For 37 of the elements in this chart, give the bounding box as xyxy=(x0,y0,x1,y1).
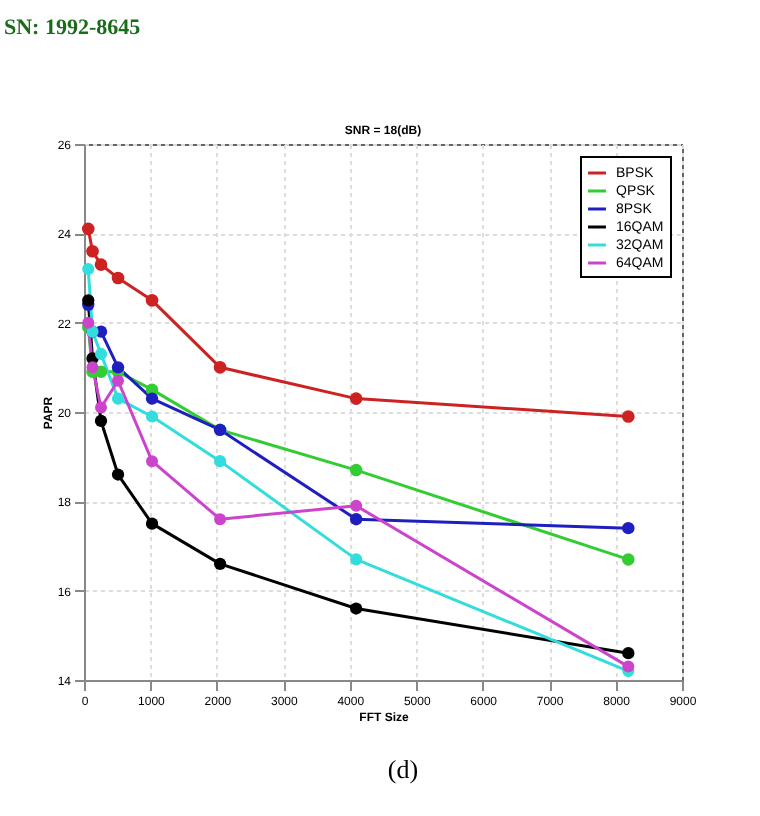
point xyxy=(94,414,108,428)
point xyxy=(94,347,108,360)
point xyxy=(350,602,363,615)
point xyxy=(622,660,635,673)
point xyxy=(350,499,363,512)
point xyxy=(111,392,125,405)
point xyxy=(622,553,635,566)
text: (d) xyxy=(387,754,419,784)
point xyxy=(622,647,635,660)
point xyxy=(145,294,159,307)
point xyxy=(213,557,227,570)
point xyxy=(214,455,227,468)
point xyxy=(621,410,635,423)
point xyxy=(349,392,363,405)
point xyxy=(146,455,159,468)
point xyxy=(111,468,125,481)
point xyxy=(86,361,99,374)
point xyxy=(81,222,95,236)
point xyxy=(349,463,363,477)
point xyxy=(145,410,159,423)
text: SN: 1992-8645 xyxy=(4,16,142,40)
point xyxy=(213,361,227,374)
point xyxy=(145,517,159,530)
point xyxy=(94,365,108,379)
point xyxy=(95,401,108,414)
point xyxy=(349,513,363,526)
point xyxy=(111,361,125,374)
point xyxy=(112,374,125,387)
point xyxy=(622,521,635,535)
point xyxy=(82,316,95,329)
point xyxy=(350,553,363,566)
point xyxy=(111,271,125,285)
point xyxy=(214,513,227,526)
point xyxy=(86,244,99,258)
point xyxy=(94,258,108,271)
point xyxy=(145,392,159,405)
point xyxy=(82,263,95,276)
